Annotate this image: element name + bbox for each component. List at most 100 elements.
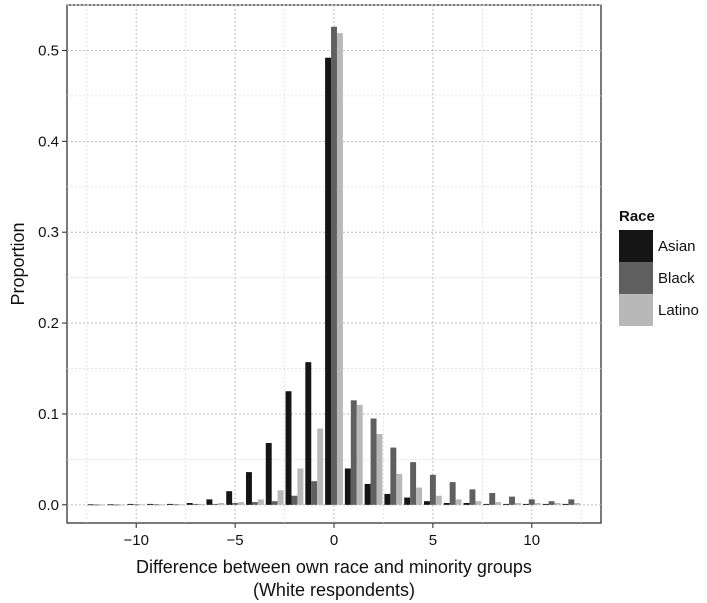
bar-latino	[158, 504, 165, 506]
bar-latino	[416, 487, 423, 505]
bar-asian	[107, 504, 114, 506]
bar-asian	[305, 362, 312, 505]
bar-black	[331, 26, 337, 505]
bar-black	[568, 499, 575, 505]
bar-latino	[218, 503, 225, 505]
bar-asian	[87, 504, 94, 506]
bar-latino	[554, 503, 561, 505]
bar-asian	[285, 391, 292, 505]
bar-asian	[562, 503, 569, 505]
bar-black	[469, 489, 476, 505]
bar-asian	[265, 443, 272, 505]
legend-label-latino: Latino	[658, 302, 699, 319]
x-axis-ticks: −10 −5 0 5 10	[123, 523, 540, 549]
bar-latino	[297, 468, 304, 505]
y-tick-label: 0.4	[38, 133, 59, 150]
bar-black	[548, 501, 555, 505]
bar-asian	[443, 503, 450, 505]
bar-asian	[364, 483, 371, 505]
bar-latino	[198, 503, 205, 505]
bar-latino	[396, 473, 403, 505]
bar-black	[350, 400, 357, 505]
x-axis-title-line2: (White respondents)	[253, 580, 415, 600]
y-tick-label: 0.5	[38, 42, 59, 59]
x-axis-title: Difference between own race and minority…	[136, 557, 532, 577]
bar-black	[93, 504, 100, 506]
bar-asian	[463, 503, 470, 505]
bar-black	[429, 474, 436, 505]
bar-asian	[127, 503, 134, 505]
bar-asian	[186, 503, 193, 505]
bar-latino	[376, 433, 383, 505]
bar-latino	[495, 502, 502, 505]
bar-black	[251, 502, 258, 505]
y-axis-title: Proportion	[8, 222, 28, 305]
bar-asian	[226, 491, 233, 505]
bar-asian	[503, 503, 510, 505]
bar-asian	[404, 497, 411, 505]
bar-black	[153, 504, 159, 506]
bar-latino	[574, 503, 581, 505]
bar-asian	[542, 503, 549, 505]
bar-black	[449, 482, 456, 505]
x-tick-label: −5	[227, 532, 244, 549]
y-tick-label: 0.0	[38, 497, 59, 514]
bar-latino	[119, 504, 126, 506]
bar-black	[311, 481, 318, 505]
legend-label-asian: Asian	[658, 238, 696, 255]
x-tick-label: 10	[523, 532, 540, 549]
bar-black	[489, 493, 496, 505]
bar-black	[509, 496, 515, 505]
bar-latino	[336, 33, 343, 505]
bar-black	[271, 501, 278, 505]
y-tick-label: 0.3	[38, 224, 59, 241]
bar-latino	[475, 501, 482, 505]
bar-latino	[238, 502, 245, 505]
bar-asian	[245, 472, 252, 505]
bar-latino	[356, 404, 363, 505]
x-tick-label: 0	[330, 532, 338, 549]
bar-black	[172, 504, 179, 506]
y-axis-ticks: 0.0 0.1 0.2 0.3 0.4 0.5	[38, 42, 67, 514]
legend: Race Asian Black Latino	[619, 208, 699, 326]
bar-black	[291, 495, 298, 505]
y-tick-label: 0.2	[38, 315, 59, 332]
bar-black	[113, 504, 120, 506]
bar-asian	[423, 501, 430, 505]
bar-black	[232, 503, 239, 505]
bar-asian	[483, 503, 490, 505]
bar-latino	[435, 495, 442, 505]
bar-latino	[139, 504, 146, 506]
legend-swatch-latino	[619, 294, 653, 326]
bar-asian	[384, 493, 391, 505]
legend-label-black: Black	[658, 270, 695, 287]
bar-latino	[455, 499, 462, 505]
bar-latino	[317, 428, 324, 505]
bar-asian	[344, 468, 351, 505]
bar-asian	[166, 503, 173, 505]
y-tick-label: 0.1	[38, 406, 59, 423]
bar-black	[212, 503, 219, 505]
bar-black	[133, 504, 140, 506]
bar-latino	[178, 504, 185, 506]
legend-swatch-black	[619, 262, 653, 294]
bar-black	[192, 503, 199, 505]
bar-black	[370, 418, 377, 505]
bar-black	[390, 447, 397, 505]
bar-latino	[277, 490, 284, 505]
bar-latino	[257, 499, 264, 505]
bar-latino	[514, 503, 521, 505]
x-tick-label: 5	[429, 532, 437, 549]
bar-latino	[534, 503, 541, 505]
bar-asian	[206, 499, 213, 505]
bar-asian	[522, 503, 529, 505]
bar-black	[528, 499, 535, 505]
bar-latino	[99, 504, 106, 506]
bar-black	[410, 462, 417, 505]
legend-title: Race	[619, 208, 655, 225]
x-tick-label: −10	[123, 532, 148, 549]
legend-swatch-asian	[619, 230, 653, 262]
bar-asian	[325, 57, 332, 505]
bar-asian	[147, 503, 154, 505]
